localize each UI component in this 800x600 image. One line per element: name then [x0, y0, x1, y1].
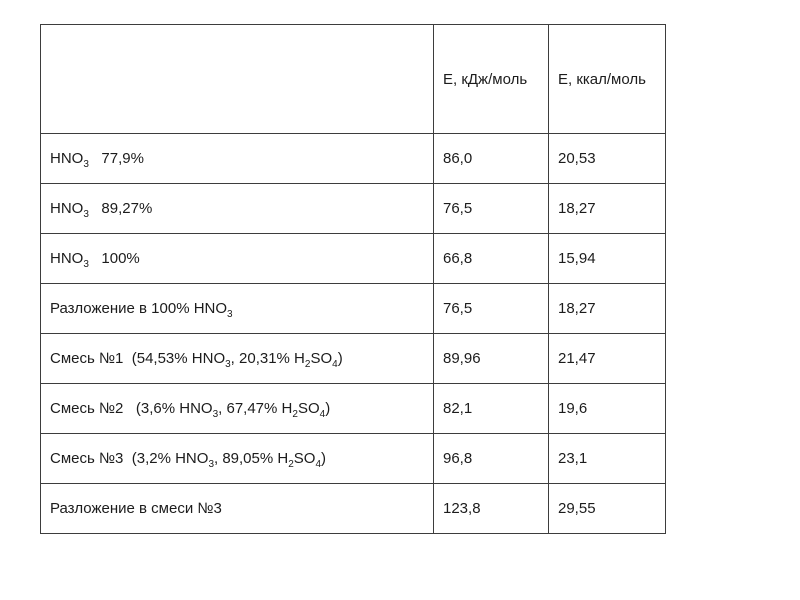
table-header-row: Е, кДж/моль Е, ккал/моль [40, 24, 666, 134]
substance-label: Разложение в 100% HNO3 [40, 283, 434, 334]
e-kj-value: 123,8 [433, 483, 549, 534]
e-kj-value: 76,5 [433, 183, 549, 234]
e-kcal-value: 18,27 [548, 183, 666, 234]
e-kcal-value: 20,53 [548, 133, 666, 184]
table-row: HNO3 100% 66,8 15,94 [40, 233, 666, 284]
e-kcal-value: 15,94 [548, 233, 666, 284]
table-row: HNO3 77,9% 86,0 20,53 [40, 133, 666, 184]
e-kj-value: 82,1 [433, 383, 549, 434]
e-kcal-value: 19,6 [548, 383, 666, 434]
table-row: Разложение в смеси №3 123,8 29,55 [40, 483, 666, 534]
table-row: Смесь №3 (3,2% HNO3, 89,05% H2SO4) 96,8 … [40, 433, 666, 484]
energy-table-container: Е, кДж/моль Е, ккал/моль HNO3 77,9% 86,0… [40, 24, 666, 534]
e-kcal-value: 21,47 [548, 333, 666, 384]
substance-label: HNO3 100% [40, 233, 434, 284]
col-header-e-kcal: Е, ккал/моль [548, 24, 666, 134]
e-kcal-value: 29,55 [548, 483, 666, 534]
substance-label: Смесь №3 (3,2% HNO3, 89,05% H2SO4) [40, 433, 434, 484]
e-kj-value: 66,8 [433, 233, 549, 284]
table-row: HNO3 89,27% 76,5 18,27 [40, 183, 666, 234]
table-row: Смесь №2 (3,6% HNO3, 67,47% H2SO4) 82,1 … [40, 383, 666, 434]
e-kj-value: 86,0 [433, 133, 549, 184]
e-kcal-value: 18,27 [548, 283, 666, 334]
table-row: Разложение в 100% HNO3 76,5 18,27 [40, 283, 666, 334]
col-header-e-kj: Е, кДж/моль [433, 24, 549, 134]
substance-label: Смесь №2 (3,6% HNO3, 67,47% H2SO4) [40, 383, 434, 434]
e-kcal-value: 23,1 [548, 433, 666, 484]
col-header-substance [40, 24, 434, 134]
substance-label: HNO3 89,27% [40, 183, 434, 234]
e-kj-value: 89,96 [433, 333, 549, 384]
energy-table: Е, кДж/моль Е, ккал/моль HNO3 77,9% 86,0… [40, 24, 666, 534]
substance-label: Смесь №1 (54,53% HNO3, 20,31% H2SO4) [40, 333, 434, 384]
substance-label: HNO3 77,9% [40, 133, 434, 184]
substance-label: Разложение в смеси №3 [40, 483, 434, 534]
table-row: Смесь №1 (54,53% HNO3, 20,31% H2SO4) 89,… [40, 333, 666, 384]
e-kj-value: 76,5 [433, 283, 549, 334]
e-kj-value: 96,8 [433, 433, 549, 484]
